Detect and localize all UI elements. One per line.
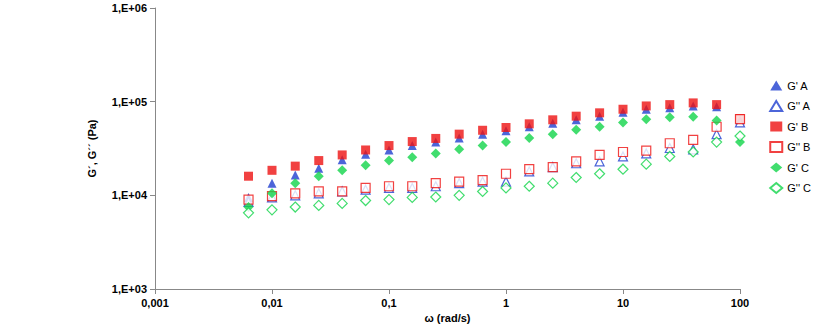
svg-text:1,E+03: 1,E+03 bbox=[112, 283, 147, 295]
svg-text:G'' A: G'' A bbox=[787, 100, 810, 112]
svg-text:G' B: G' B bbox=[787, 121, 808, 133]
svg-text:0,001: 0,001 bbox=[141, 297, 169, 309]
svg-text:100: 100 bbox=[731, 297, 749, 309]
svg-text:G´, G´´ (Pa): G´, G´´ (Pa) bbox=[86, 119, 98, 177]
svg-text:ω (rad/s): ω (rad/s) bbox=[425, 312, 471, 324]
svg-text:G' A: G' A bbox=[787, 80, 808, 92]
svg-text:1,E+05: 1,E+05 bbox=[112, 96, 147, 108]
svg-text:G'' B: G'' B bbox=[787, 141, 810, 153]
svg-text:10: 10 bbox=[617, 297, 629, 309]
svg-text:1,E+06: 1,E+06 bbox=[112, 2, 147, 14]
svg-text:1: 1 bbox=[503, 297, 509, 309]
svg-text:0,1: 0,1 bbox=[381, 297, 396, 309]
svg-text:0,01: 0,01 bbox=[261, 297, 282, 309]
svg-text:1,E+04: 1,E+04 bbox=[112, 189, 148, 201]
svg-text:G' C: G' C bbox=[787, 162, 809, 174]
svg-text:G'' C: G'' C bbox=[787, 182, 811, 194]
